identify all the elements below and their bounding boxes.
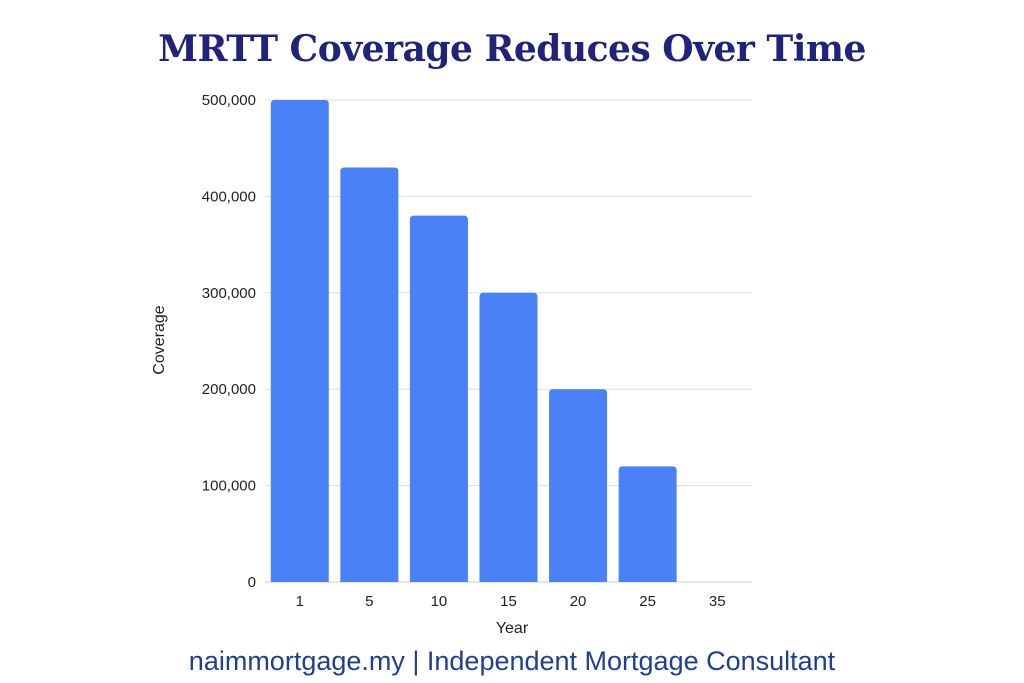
y-tick-label: 200,000 — [202, 381, 256, 398]
x-tick-label: 10 — [431, 593, 448, 610]
chart-title: MRTT Coverage Reduces Over Time — [158, 28, 866, 70]
bar-year-15 — [479, 292, 538, 582]
x-tick-label: 35 — [709, 593, 726, 610]
bars — [270, 100, 677, 583]
y-tick-label: 400,000 — [202, 188, 256, 205]
y-axis-ticks: 0 100,000 200,000 300,000 400,000 500,000 — [202, 92, 256, 591]
y-axis-title: Coverage — [151, 305, 168, 374]
x-tick-label: 20 — [570, 593, 587, 610]
bar-year-10 — [409, 215, 468, 582]
x-tick-label: 15 — [500, 593, 517, 610]
y-tick-label: 100,000 — [202, 478, 256, 495]
x-axis-title: Year — [496, 620, 529, 637]
y-tick-label: 500,000 — [202, 92, 256, 109]
y-tick-label: 300,000 — [202, 285, 256, 302]
y-tick-label: 0 — [248, 574, 256, 591]
footer-text: naimmortgage.my | Independent Mortgage C… — [188, 646, 836, 676]
bar-year-5 — [340, 167, 399, 583]
x-tick-label: 25 — [639, 593, 656, 610]
x-tick-label: 1 — [296, 593, 304, 610]
bar-year-20 — [549, 389, 608, 582]
bar-year-25 — [618, 466, 677, 582]
bar-year-1 — [270, 100, 329, 582]
x-tick-label: 5 — [365, 593, 373, 610]
x-axis-ticks: 1 5 10 15 20 25 35 — [296, 593, 726, 610]
